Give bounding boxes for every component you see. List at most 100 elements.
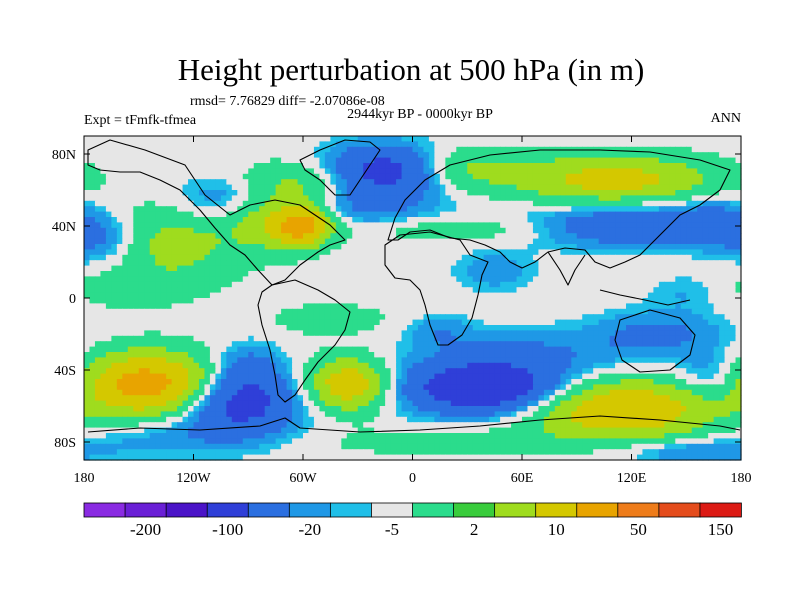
field-cell	[198, 265, 206, 272]
field-cell	[680, 341, 687, 348]
field-cell	[286, 298, 293, 304]
field-cell	[177, 276, 184, 283]
field-cell	[593, 254, 600, 261]
field-cell	[155, 265, 162, 272]
field-cell	[587, 163, 594, 169]
field-cell	[407, 163, 414, 169]
field-cell	[248, 206, 255, 213]
field-cell	[615, 217, 622, 223]
field-cell	[390, 341, 397, 348]
field-cell	[198, 206, 206, 213]
field-cell	[412, 335, 419, 342]
field-cell	[461, 249, 468, 256]
field-cell	[686, 260, 693, 267]
field-cell	[324, 152, 331, 159]
field-cell	[511, 211, 518, 218]
field-cell	[84, 168, 91, 175]
field-cell	[122, 352, 129, 358]
field-cell	[647, 222, 654, 229]
field-cell	[642, 303, 649, 310]
field-cell	[604, 222, 611, 229]
field-cell	[412, 222, 419, 229]
field-cell	[352, 271, 359, 277]
field-cell	[270, 292, 277, 299]
field-cell	[417, 287, 425, 294]
field-cell	[593, 152, 600, 159]
field-cell	[472, 335, 479, 342]
field-cell	[702, 152, 709, 159]
field-cell	[116, 157, 123, 164]
field-cell	[259, 265, 266, 272]
field-cell	[620, 168, 627, 175]
field-cell	[489, 319, 496, 326]
field-cell	[664, 287, 671, 294]
field-cell	[166, 206, 173, 213]
field-cell	[532, 249, 540, 256]
field-cell	[647, 227, 654, 234]
field-cell	[335, 244, 342, 250]
field-cell	[281, 325, 288, 331]
field-cell	[428, 335, 435, 342]
field-cell	[653, 244, 660, 250]
field-cell	[456, 346, 463, 353]
field-cell	[401, 325, 408, 331]
field-cell	[319, 346, 326, 353]
field-cell	[702, 222, 709, 229]
field-cell	[215, 325, 222, 331]
field-cell	[105, 238, 112, 245]
field-cell	[188, 227, 195, 234]
field-cell	[560, 325, 567, 331]
field-cell	[626, 233, 633, 240]
field-cell	[385, 281, 392, 288]
field-cell	[697, 314, 704, 321]
field-cell	[719, 271, 726, 277]
field-cell	[198, 352, 206, 358]
field-cell	[647, 179, 654, 186]
field-cell	[324, 319, 331, 326]
field-cell	[242, 265, 249, 272]
field-cell	[379, 357, 386, 364]
field-cell	[697, 136, 704, 142]
field-cell	[549, 163, 556, 169]
field-cell	[319, 330, 326, 337]
field-cell	[292, 271, 299, 277]
field-cell	[346, 260, 353, 267]
field-cell	[352, 276, 359, 283]
field-cell	[133, 233, 140, 240]
field-cell	[193, 303, 200, 310]
field-cell	[483, 303, 490, 310]
field-cell	[407, 325, 414, 331]
field-cell	[697, 168, 704, 175]
field-cell	[626, 141, 633, 148]
field-cell	[324, 244, 331, 250]
field-cell	[467, 163, 474, 169]
field-cell	[708, 152, 715, 159]
field-cell	[188, 281, 195, 288]
field-cell	[396, 330, 403, 337]
field-cell	[724, 184, 731, 191]
field-cell	[330, 173, 337, 180]
field-cell	[341, 249, 348, 256]
field-cell	[549, 184, 556, 191]
field-cell	[286, 173, 293, 180]
field-cell	[560, 341, 567, 348]
field-cell	[281, 281, 288, 288]
field-cell	[330, 249, 337, 256]
field-cell	[308, 184, 315, 191]
field-cell	[516, 206, 523, 213]
field-cell	[527, 335, 534, 342]
field-cell	[522, 217, 529, 223]
field-cell	[204, 222, 211, 229]
field-cell	[461, 195, 468, 202]
field-cell	[198, 287, 206, 294]
field-cell	[615, 195, 622, 202]
field-cell	[658, 206, 665, 213]
field-cell	[653, 146, 660, 153]
field-cell	[281, 206, 288, 213]
field-cell	[664, 190, 671, 196]
field-cell	[730, 330, 737, 337]
field-cell	[576, 244, 583, 250]
field-cell	[160, 346, 167, 353]
field-cell	[527, 303, 534, 310]
field-cell	[522, 298, 529, 304]
